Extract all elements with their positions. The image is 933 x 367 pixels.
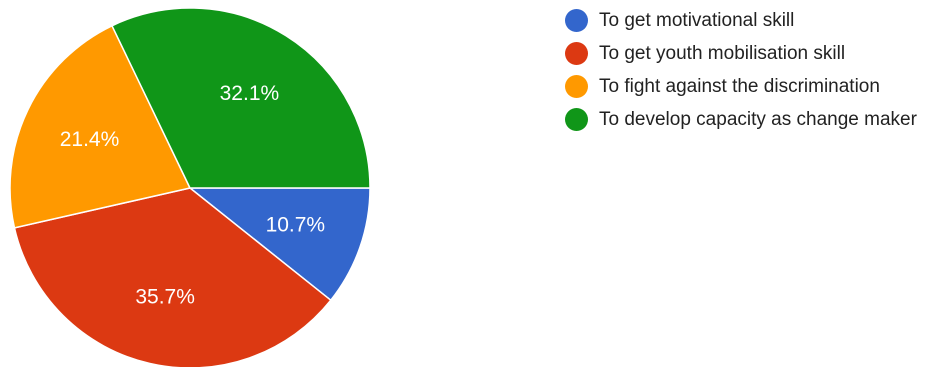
legend-label: To get motivational skill	[599, 10, 795, 31]
legend-swatch	[565, 108, 588, 131]
pie-slice[interactable]	[13, 187, 332, 367]
legend-item-discrimination[interactable]: To fight against the discrimination	[565, 73, 930, 101]
legend-item-motivational[interactable]: To get motivational skill	[565, 7, 930, 35]
pie-slice[interactable]	[9, 24, 192, 229]
legend-swatch	[565, 42, 588, 65]
legend-swatch	[565, 9, 588, 32]
pie-chart: 10.7% 35.7% 21.4% 32.1%	[9, 7, 371, 367]
legend-item-change-maker[interactable]: To develop capacity as change maker	[565, 106, 930, 134]
slice-percent-label: 21.4%	[60, 128, 120, 151]
legend-swatch	[565, 75, 588, 98]
pie-slice[interactable]	[187, 187, 371, 302]
slice-percent-label: 32.1%	[220, 82, 280, 105]
slice-percent-label: 35.7%	[135, 285, 195, 308]
legend-label: To get youth mobilisation skill	[599, 43, 846, 64]
pie-slices	[9, 7, 371, 367]
pie-slice[interactable]	[111, 7, 371, 189]
pie-labels: 10.7% 35.7% 21.4% 32.1%	[60, 82, 325, 308]
legend-label: To fight against the discrimination	[599, 76, 880, 97]
legend-item-mobilisation[interactable]: To get youth mobilisation skill	[565, 40, 930, 68]
legend-label: To develop capacity as change maker	[599, 109, 917, 130]
slice-percent-label: 10.7%	[266, 213, 326, 236]
legend: To get motivational skill To get youth m…	[565, 7, 930, 139]
